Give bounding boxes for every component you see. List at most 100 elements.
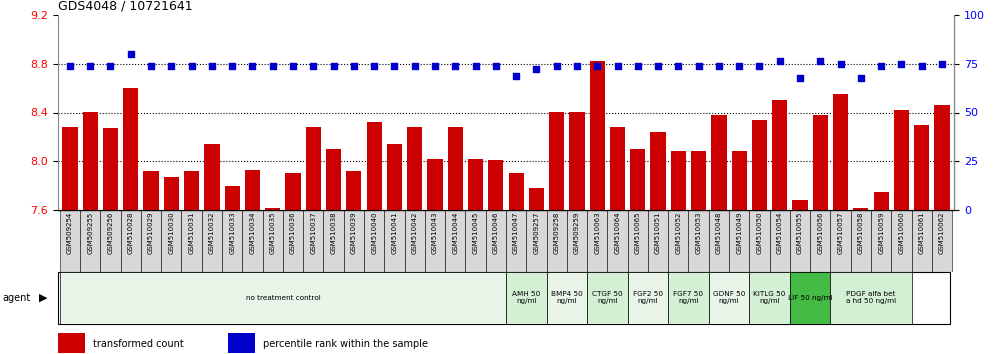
Bar bbox=[386, 144, 402, 210]
Text: GSM509257: GSM509257 bbox=[534, 212, 540, 254]
Text: GSM510056: GSM510056 bbox=[818, 212, 824, 255]
Point bbox=[529, 66, 545, 72]
Bar bbox=[367, 122, 381, 210]
Text: GSM510051: GSM510051 bbox=[655, 212, 661, 255]
Bar bbox=[425, 210, 445, 272]
Bar bbox=[831, 210, 851, 272]
Bar bbox=[854, 207, 869, 210]
Bar bbox=[306, 127, 321, 210]
Text: GSM510030: GSM510030 bbox=[168, 212, 174, 255]
Bar bbox=[709, 272, 749, 324]
Text: GSM510040: GSM510040 bbox=[372, 212, 377, 255]
Point bbox=[204, 63, 220, 69]
Bar bbox=[547, 210, 567, 272]
Bar bbox=[711, 115, 726, 210]
Bar bbox=[668, 272, 709, 324]
Bar bbox=[873, 192, 888, 210]
Point bbox=[306, 63, 322, 69]
Text: GSM510055: GSM510055 bbox=[797, 212, 803, 254]
Point bbox=[163, 63, 179, 69]
Point bbox=[244, 63, 260, 69]
Bar bbox=[181, 210, 202, 272]
Point bbox=[183, 63, 199, 69]
Text: percentile rank within the sample: percentile rank within the sample bbox=[263, 339, 428, 349]
Point bbox=[629, 63, 645, 69]
Point bbox=[833, 61, 849, 67]
Point bbox=[386, 63, 402, 69]
Point bbox=[853, 75, 869, 81]
Bar bbox=[224, 185, 240, 210]
Text: GSM510033: GSM510033 bbox=[229, 212, 235, 255]
Text: GSM510039: GSM510039 bbox=[351, 212, 357, 255]
Text: GSM510058: GSM510058 bbox=[858, 212, 864, 255]
Text: GDS4048 / 10721641: GDS4048 / 10721641 bbox=[58, 0, 192, 12]
Point bbox=[711, 63, 727, 69]
Bar bbox=[124, 88, 138, 210]
Point bbox=[590, 63, 606, 69]
Bar bbox=[347, 171, 362, 210]
Text: PDGF alfa bet
a hd 50 ng/ml: PDGF alfa bet a hd 50 ng/ml bbox=[846, 291, 896, 304]
Bar bbox=[161, 210, 181, 272]
Bar bbox=[407, 127, 422, 210]
Point bbox=[103, 63, 119, 69]
Bar bbox=[228, 333, 255, 353]
Text: GSM510038: GSM510038 bbox=[331, 212, 337, 255]
Point bbox=[447, 63, 463, 69]
Point bbox=[467, 63, 483, 69]
Bar bbox=[509, 173, 524, 210]
Point bbox=[123, 51, 138, 57]
Text: GSM510060: GSM510060 bbox=[898, 212, 904, 255]
Bar bbox=[344, 210, 364, 272]
Bar bbox=[851, 210, 872, 272]
Bar bbox=[404, 210, 425, 272]
Point bbox=[427, 63, 443, 69]
Bar bbox=[384, 210, 404, 272]
Bar bbox=[833, 94, 849, 210]
Bar bbox=[914, 125, 929, 210]
Bar bbox=[204, 144, 219, 210]
Point bbox=[508, 73, 524, 79]
Text: GSM510044: GSM510044 bbox=[452, 212, 458, 254]
Point bbox=[731, 63, 747, 69]
Bar bbox=[630, 149, 645, 210]
Text: FGF2 50
ng/ml: FGF2 50 ng/ml bbox=[632, 291, 663, 304]
Point bbox=[650, 63, 666, 69]
Bar bbox=[242, 210, 263, 272]
Text: GSM510053: GSM510053 bbox=[695, 212, 701, 255]
Bar bbox=[63, 127, 78, 210]
Text: GSM509256: GSM509256 bbox=[108, 212, 114, 254]
Text: GSM510029: GSM510029 bbox=[148, 212, 154, 255]
Bar bbox=[891, 210, 911, 272]
Bar bbox=[529, 188, 544, 210]
Point bbox=[143, 63, 159, 69]
Text: KITLG 50
ng/ml: KITLG 50 ng/ml bbox=[753, 291, 786, 304]
Bar bbox=[911, 210, 932, 272]
Bar bbox=[729, 210, 749, 272]
Bar bbox=[364, 210, 384, 272]
Bar bbox=[932, 210, 952, 272]
Point bbox=[549, 63, 565, 69]
Text: GSM510047: GSM510047 bbox=[513, 212, 519, 255]
Text: agent: agent bbox=[2, 293, 30, 303]
Text: LIF 50 ng/ml: LIF 50 ng/ml bbox=[788, 295, 833, 301]
Bar bbox=[590, 61, 605, 210]
Text: GSM510045: GSM510045 bbox=[472, 212, 478, 254]
Bar bbox=[506, 272, 547, 324]
Bar bbox=[80, 210, 101, 272]
Bar bbox=[283, 210, 303, 272]
Text: GSM510048: GSM510048 bbox=[716, 212, 722, 255]
Bar bbox=[488, 160, 503, 210]
Bar bbox=[831, 272, 911, 324]
Bar bbox=[688, 210, 709, 272]
Text: GSM510059: GSM510059 bbox=[878, 212, 884, 255]
Text: GSM510032: GSM510032 bbox=[209, 212, 215, 255]
Text: GSM510043: GSM510043 bbox=[432, 212, 438, 255]
Bar bbox=[668, 210, 688, 272]
Bar bbox=[648, 210, 668, 272]
Bar bbox=[793, 200, 808, 210]
Text: GSM510034: GSM510034 bbox=[249, 212, 255, 255]
Text: no treatment control: no treatment control bbox=[245, 295, 321, 301]
Bar bbox=[324, 210, 344, 272]
Bar bbox=[549, 113, 565, 210]
Text: GSM510061: GSM510061 bbox=[918, 212, 924, 255]
